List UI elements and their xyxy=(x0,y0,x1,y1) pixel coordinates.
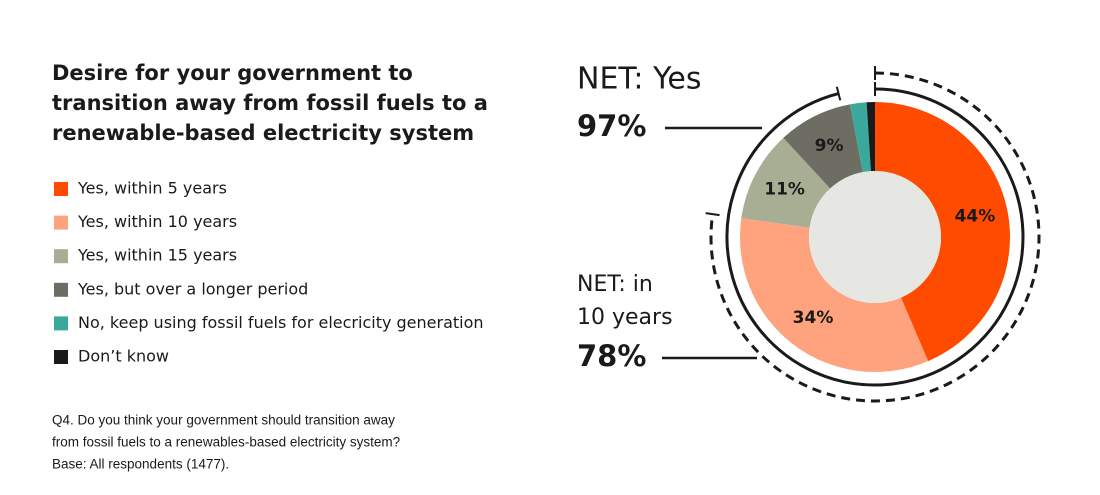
net-title: NET: Yes xyxy=(577,62,702,97)
legend-swatch xyxy=(54,350,68,364)
data-label: 9% xyxy=(815,136,844,156)
donut-slice xyxy=(866,102,875,172)
footnote: Base: All respondents (1477). xyxy=(52,457,229,472)
donut-slice xyxy=(739,218,929,372)
net-arc xyxy=(725,87,1025,387)
net-title: NET: in xyxy=(577,272,653,297)
donut-slice xyxy=(875,102,1010,362)
data-label: 44% xyxy=(955,207,996,227)
donut-slice xyxy=(741,137,831,228)
data-label: 34% xyxy=(793,308,834,328)
legend-swatch xyxy=(54,249,68,264)
legend-label: Yes, within 15 years xyxy=(77,246,237,265)
donut-slice xyxy=(783,104,863,189)
net-title: 10 years xyxy=(577,305,673,330)
legend-label: No, keep using fossil fuels for elecrici… xyxy=(78,313,484,332)
legend-label: Don’t know xyxy=(78,347,169,366)
net-arc xyxy=(709,71,1041,403)
legend-label: Yes, but over a longer period xyxy=(77,279,308,298)
legend-swatch xyxy=(54,182,68,196)
donut-slice xyxy=(849,102,871,173)
legend-label: Yes, within 10 years xyxy=(77,212,237,231)
net-arc-tick xyxy=(705,212,720,217)
net-arc-tick xyxy=(835,86,842,101)
net-value: 78% xyxy=(577,339,646,373)
footnote: Q4. Do you think your government should … xyxy=(52,413,395,428)
footnote: from fossil fuels to a renewables-based … xyxy=(52,435,400,450)
legend-label: Yes, within 5 years xyxy=(77,179,227,198)
donut-hole xyxy=(809,171,941,303)
chart-title: transition away from fossil fuels to a xyxy=(52,91,488,115)
legend-swatch xyxy=(54,215,68,230)
data-label: 11% xyxy=(764,180,805,200)
legend-swatch xyxy=(54,316,68,331)
chart-title: renewable-based electricity system xyxy=(52,121,474,145)
net-value: 97% xyxy=(577,109,646,143)
legend-swatch xyxy=(54,282,68,297)
chart-title: Desire for your government to xyxy=(52,61,413,85)
